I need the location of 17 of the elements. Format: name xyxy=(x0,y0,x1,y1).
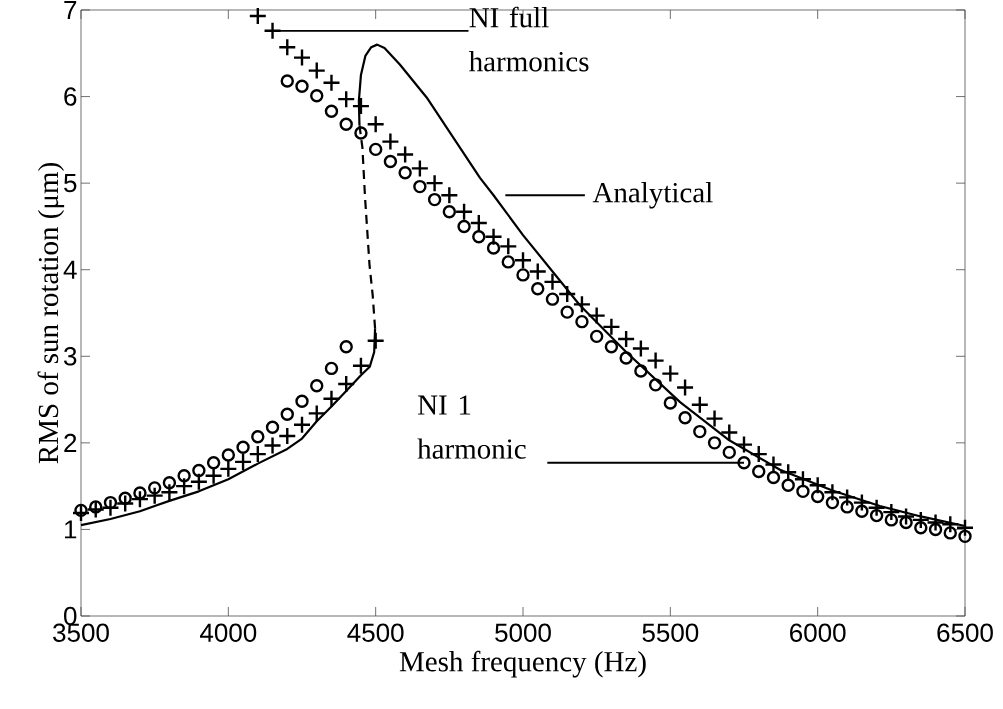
x-tick-label: 5000 xyxy=(495,623,551,642)
y-tick-label: 1 xyxy=(64,520,77,539)
x-tick-label: 6500 xyxy=(937,623,993,642)
x-tick-label: 4500 xyxy=(347,623,404,642)
y-tick-label: 4 xyxy=(63,260,77,279)
x-axis-title: Mesh frequency (Hz) xyxy=(399,650,646,678)
y-tick-label: 6 xyxy=(64,87,77,106)
annotation: NI full harmonics xyxy=(468,6,589,72)
x-tick-label: 5500 xyxy=(642,623,699,642)
annotation: Analytical xyxy=(592,182,713,209)
y-tick-label: 2 xyxy=(64,433,77,452)
x-tick-label: 6000 xyxy=(790,623,846,642)
annotation: NI 1 harmonic xyxy=(417,395,526,459)
y-tick-label: 3 xyxy=(64,347,77,366)
x-tick-label: 4000 xyxy=(200,623,257,642)
y-tick-label: 5 xyxy=(64,174,77,193)
y-tick-label: 7 xyxy=(64,1,77,19)
